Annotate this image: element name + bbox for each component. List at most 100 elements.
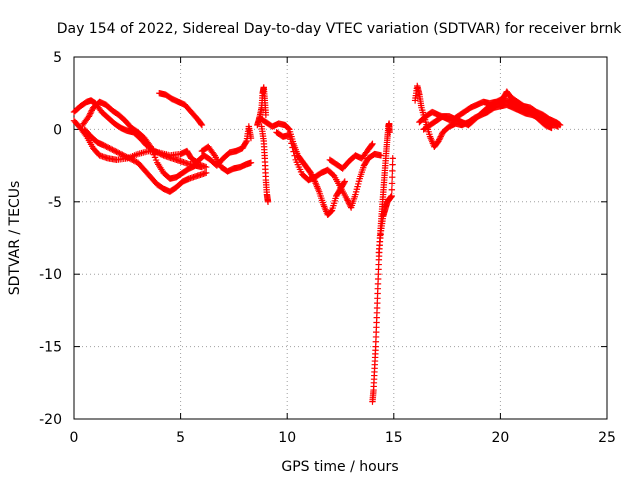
- data-point: [119, 151, 126, 158]
- data-point: [328, 208, 335, 215]
- data-point: [102, 142, 109, 150]
- chart-title: Day 154 of 2022, Sidereal Day-to-day VTE…: [57, 21, 622, 37]
- data-point: [242, 138, 250, 146]
- data-point: [156, 150, 163, 157]
- series-track-10: [256, 114, 348, 219]
- data-point: [389, 161, 396, 168]
- x-tick-label: 25: [598, 430, 616, 446]
- plot-frame: [73, 56, 608, 420]
- series-track-11: [273, 129, 385, 211]
- data-point: [131, 158, 139, 165]
- series-track-1: [70, 117, 201, 166]
- y-tick-label: 0: [53, 122, 62, 138]
- data-point: [103, 143, 110, 150]
- data-point: [87, 110, 94, 117]
- data-point: [146, 142, 153, 149]
- data-point: [343, 195, 351, 203]
- data-point: [285, 125, 292, 132]
- data-point: [264, 198, 272, 205]
- y-axis-label: SDTVAR / TECUs: [7, 181, 23, 296]
- data-point: [289, 144, 296, 151]
- data-point: [124, 154, 132, 161]
- x-tick-labels: 0 5 10 15 20 25: [70, 430, 616, 446]
- series-track-3: [79, 98, 206, 182]
- data-point: [388, 180, 396, 187]
- series-track-5: [156, 90, 206, 129]
- data-point: [369, 140, 376, 148]
- y-tick-labels: 5 0 -5 -10 -15 -20: [39, 50, 62, 428]
- data-point: [389, 155, 396, 162]
- data-point: [368, 141, 375, 149]
- x-axis-label: GPS time / hours: [281, 459, 398, 475]
- y-tick-label: -15: [39, 340, 62, 356]
- data-point: [202, 169, 210, 177]
- series-track-12: [326, 140, 376, 172]
- x-tick-label: 15: [385, 430, 403, 446]
- x-tick-label: 0: [70, 430, 79, 446]
- data-point: [436, 136, 443, 143]
- data-point: [340, 179, 348, 186]
- data-point: [548, 124, 555, 132]
- data-point: [307, 169, 314, 177]
- data-point: [107, 145, 115, 153]
- data-point: [247, 159, 255, 166]
- data-point: [121, 152, 129, 160]
- data-point: [341, 178, 348, 185]
- data-point: [126, 155, 133, 162]
- data-point: [389, 173, 396, 181]
- data-point: [123, 153, 130, 161]
- data-point: [262, 111, 270, 119]
- series-track-14: [375, 155, 396, 256]
- data-point: [114, 149, 122, 156]
- data-point: [386, 129, 393, 136]
- data-point: [88, 107, 95, 114]
- x-tick-label: 20: [491, 430, 509, 446]
- data-point: [113, 148, 120, 156]
- series-track-2: [70, 97, 210, 171]
- data-point: [287, 136, 294, 143]
- series-track-4: [81, 126, 210, 195]
- x-tick-label: 10: [278, 430, 296, 446]
- series-track-7: [198, 143, 255, 175]
- data-point: [198, 120, 205, 128]
- data-point: [327, 208, 334, 216]
- data-point: [247, 134, 255, 142]
- data-point: [437, 133, 444, 140]
- data-point: [210, 150, 217, 158]
- data-point: [290, 148, 297, 155]
- data-point: [284, 124, 292, 132]
- y-tick-label: -20: [39, 412, 62, 428]
- data-point: [286, 131, 293, 139]
- data-point: [388, 186, 396, 193]
- grid: [74, 57, 607, 419]
- tick-marks: [73, 56, 608, 420]
- data-point: [106, 145, 113, 152]
- series-track-6: [194, 123, 255, 169]
- data-point: [345, 198, 352, 205]
- data-point: [110, 147, 117, 154]
- data-point: [288, 140, 295, 147]
- data-point: [158, 151, 166, 158]
- y-tick-label: -10: [39, 267, 62, 283]
- data-point: [198, 121, 206, 129]
- data-point: [157, 150, 164, 158]
- data-point: [388, 192, 395, 200]
- data-point: [109, 146, 116, 153]
- series-track-17: [420, 97, 555, 133]
- data-point: [112, 147, 119, 155]
- y-tick-label: 5: [53, 50, 62, 66]
- x-tick-label: 5: [176, 430, 185, 446]
- data-point: [198, 163, 206, 171]
- data-point: [344, 197, 351, 204]
- data-points: [70, 82, 564, 405]
- data-point: [435, 137, 442, 145]
- data-point: [389, 167, 396, 175]
- data-point: [104, 144, 112, 151]
- data-point: [127, 155, 135, 163]
- data-point: [291, 152, 298, 159]
- series-track-13: [369, 120, 393, 405]
- data-point: [438, 131, 445, 139]
- series-track-9: [258, 123, 272, 205]
- data-point: [116, 150, 123, 157]
